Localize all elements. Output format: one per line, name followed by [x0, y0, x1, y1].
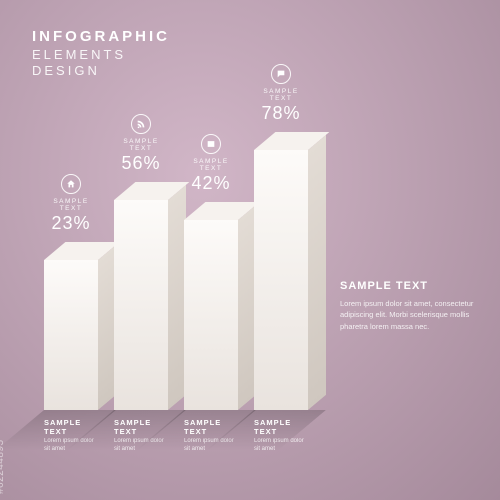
- bar-bottom-label: SAMPLE TEXT Lorem ipsum dolor sit amet: [114, 410, 168, 454]
- bar-bottom-label: SAMPLE TEXT Lorem ipsum dolor sit amet: [254, 410, 308, 454]
- bar-top-sample: SAMPLETEXT: [26, 198, 116, 212]
- bar-chart: SAMPLETEXT23%SAMPLE TEXTLorem ipsum dolo…: [0, 0, 500, 500]
- chat-icon: [271, 64, 291, 84]
- watermark-side: #62244895: [0, 439, 6, 494]
- bar-top-label: SAMPLETEXT78%: [236, 64, 326, 124]
- infographic-stage: INFOGRAPHIC ELEMENTS DESIGN fotolia SAMP…: [0, 0, 500, 500]
- bar-percent: 42%: [166, 173, 256, 194]
- bar-bottom-title: SAMPLE TEXT: [114, 418, 168, 436]
- rss-icon: [131, 114, 151, 134]
- bar-bottom-title: SAMPLE TEXT: [44, 418, 98, 436]
- body-text-block: SAMPLE TEXT Lorem ipsum dolor sit amet, …: [340, 280, 480, 332]
- bar-4: SAMPLETEXT78%SAMPLE TEXTLorem ipsum dolo…: [254, 150, 308, 410]
- bar-bottom-sub: Lorem ipsum dolor sit amet: [184, 438, 238, 454]
- bar-bottom-sub: Lorem ipsum dolor sit amet: [254, 438, 308, 454]
- bar-top-label: SAMPLETEXT23%: [26, 174, 116, 234]
- home-icon: [61, 174, 81, 194]
- bar-2: SAMPLETEXT56%SAMPLE TEXTLorem ipsum dolo…: [114, 200, 168, 410]
- bar-percent: 23%: [26, 213, 116, 234]
- bar-3: SAMPLETEXT42%SAMPLE TEXTLorem ipsum dolo…: [184, 220, 238, 410]
- bar-top-label: SAMPLETEXT42%: [166, 134, 256, 194]
- bar-bottom-title: SAMPLE TEXT: [254, 418, 308, 436]
- body-text-title: SAMPLE TEXT: [340, 280, 480, 292]
- bar-bottom-label: SAMPLE TEXT Lorem ipsum dolor sit amet: [44, 410, 98, 454]
- bar-top-sample: SAMPLETEXT: [166, 158, 256, 172]
- bar-1: SAMPLETEXT23%SAMPLE TEXTLorem ipsum dolo…: [44, 260, 98, 410]
- bar-bottom-sub: Lorem ipsum dolor sit amet: [44, 438, 98, 454]
- bar-bottom-sub: Lorem ipsum dolor sit amet: [114, 438, 168, 454]
- photo-icon: [201, 134, 221, 154]
- bar-percent: 78%: [236, 103, 326, 124]
- body-text-paragraph: Lorem ipsum dolor sit amet, consectetur …: [340, 298, 480, 332]
- bar-top-sample: SAMPLETEXT: [236, 88, 326, 102]
- bar-bottom-title: SAMPLE TEXT: [184, 418, 238, 436]
- bar-bottom-label: SAMPLE TEXT Lorem ipsum dolor sit amet: [184, 410, 238, 454]
